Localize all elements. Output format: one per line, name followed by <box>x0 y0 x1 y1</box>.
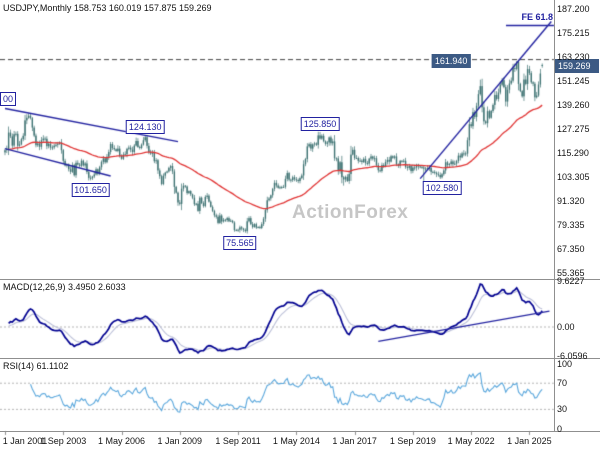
price-tag: 124.130 <box>125 120 165 135</box>
price-tag-left-edge: 00 <box>0 92 17 106</box>
price-axis-label: 127.275 <box>557 124 590 135</box>
macd-axis-label: 0.00 <box>557 322 575 332</box>
time-axis-label: 1 Jan 2001 <box>2 436 48 446</box>
price-tag: 101.650 <box>71 183 110 198</box>
panel-separator-macd-rsi[interactable] <box>0 358 600 359</box>
time-axis-label: 1 May 2014 <box>272 436 320 446</box>
macd-indicator-title: MACD(12,26,9) 3.4950 2.6033 <box>3 282 126 292</box>
macd-axis-label: -6.0596 <box>557 351 588 362</box>
rsi-axis-label: 70 <box>557 378 568 389</box>
rsi-axis-label: 100 <box>557 358 573 369</box>
price-axis-label: 139.260 <box>557 100 590 111</box>
price-axis-label: 103.305 <box>557 172 590 183</box>
current-price-tag: 159.269 <box>555 58 599 73</box>
fib-extension-label: FE 61.8 <box>521 12 553 22</box>
price-axis-label: 163.230 <box>557 52 590 63</box>
price-tag: 75.565 <box>223 235 257 250</box>
watermark: ActionForex <box>292 202 409 223</box>
time-axis-label: 1 May 2022 <box>447 436 495 446</box>
price-tag-high[interactable]: 161.940 <box>431 53 471 68</box>
panel-separator-main-macd[interactable] <box>0 279 600 280</box>
rsi-axis-label: 30 <box>557 404 568 415</box>
panel-separator-time-axis <box>0 431 600 432</box>
price-axis-label: 91.320 <box>557 196 585 207</box>
time-axis-label: 1 Jan 2009 <box>157 436 203 446</box>
time-axis-label: 1 May 2006 <box>98 436 146 446</box>
price-axis-label: 115.290 <box>557 148 589 159</box>
rsi-axis-label: 0 <box>557 424 563 435</box>
rsi-indicator-title: RSI(14) 61.1102 <box>3 361 69 371</box>
time-axis-label: 1 Jan 2017 <box>332 436 377 446</box>
price-axis-label: 175.215 <box>557 28 590 39</box>
price-axis-label: 67.350 <box>557 244 585 255</box>
macd-axis-label: 9.6227 <box>557 275 585 286</box>
price-axis-label: 79.335 <box>557 220 585 231</box>
time-axis-label: 1 Sep 2011 <box>215 436 261 446</box>
price-tag: 125.850 <box>300 116 340 131</box>
chart-title: USDJPY,Monthly 158.753 160.019 157.875 1… <box>3 3 212 13</box>
time-axis-label: 1 Sep 2019 <box>389 436 436 446</box>
price-axis-label: 55.365 <box>557 268 585 279</box>
time-axis-label: 1 Sep 2003 <box>40 436 87 446</box>
time-axis-label: 1 Jan 2025 <box>507 436 552 446</box>
price-axis-label: 187.200 <box>557 4 590 14</box>
price-axis-label: 151.245 <box>557 76 590 87</box>
price-tag: 102.580 <box>422 181 462 196</box>
price-axis-separator <box>554 0 555 431</box>
